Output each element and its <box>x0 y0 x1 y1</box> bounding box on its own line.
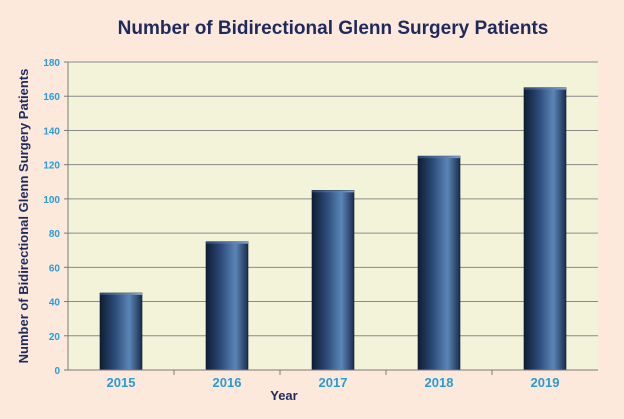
y-tick-label: 40 <box>49 298 61 309</box>
bar-2019 <box>523 87 567 371</box>
y-tick-label: 0 <box>54 366 60 377</box>
y-tick-label: 60 <box>49 263 61 274</box>
x-axis-title: Year <box>270 388 297 403</box>
bar-2016 <box>205 241 249 371</box>
x-tick-labels: 2015 2016 2017 2018 2019 <box>107 370 560 390</box>
bar-top-2016 <box>206 241 248 244</box>
bar-top-2019 <box>524 87 566 90</box>
bars <box>99 87 567 371</box>
y-tick-label: 160 <box>43 92 60 103</box>
chart-title: Number of Bidirectional Glenn Surgery Pa… <box>117 18 549 39</box>
y-tick-label: 100 <box>43 195 60 206</box>
y-tick-label: 80 <box>49 229 61 240</box>
y-tick-label: 180 <box>43 58 60 69</box>
x-tick-label: 2016 <box>213 375 242 390</box>
y-tick-labels: 0 20 40 60 80 100 120 140 160 180 <box>43 58 68 377</box>
y-tick-label: 120 <box>43 161 60 172</box>
y-tick-label: 140 <box>43 126 60 137</box>
bar-2018 <box>417 155 461 371</box>
bar-top-2017 <box>312 190 354 193</box>
y-tick-label: 20 <box>49 332 61 343</box>
bar-2015 <box>99 292 143 371</box>
x-tick-label: 2018 <box>425 375 454 390</box>
x-tick-label: 2015 <box>107 375 136 390</box>
x-tick-label: 2017 <box>319 375 348 390</box>
x-tick-label: 2019 <box>531 375 560 390</box>
y-axis-title: Number of Bidirectional Glenn Surgery Pa… <box>16 69 31 364</box>
bar-top-2018 <box>418 156 460 159</box>
bar-2017 <box>311 190 355 371</box>
bar-top-2015 <box>100 293 142 295</box>
